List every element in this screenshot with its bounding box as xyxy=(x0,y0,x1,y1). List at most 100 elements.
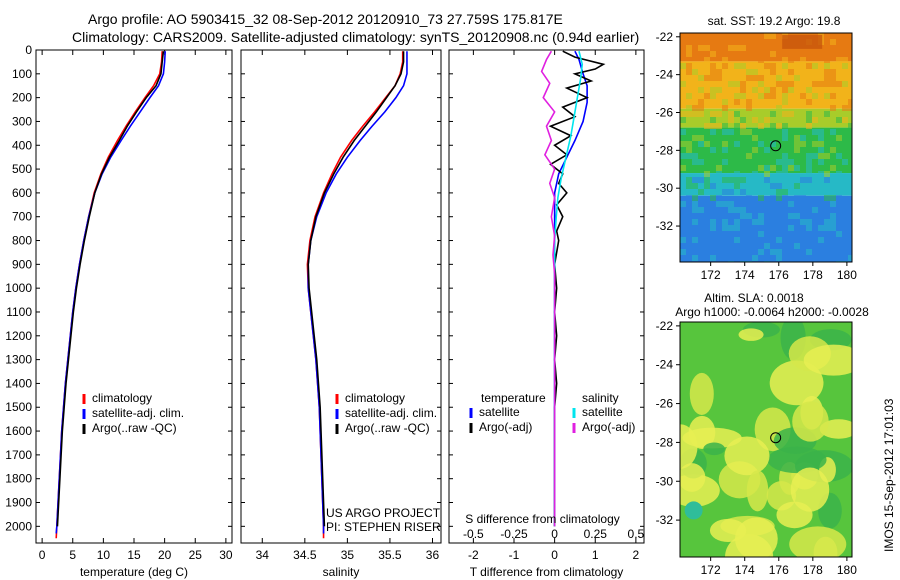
sst-cell xyxy=(758,195,764,201)
sst-cell xyxy=(710,39,716,45)
sst-cell xyxy=(806,201,812,207)
sst-cell xyxy=(836,231,842,237)
sst-cell xyxy=(788,213,794,219)
sla-blob xyxy=(734,517,778,557)
sst-cell xyxy=(758,243,764,249)
sst-cell xyxy=(734,93,740,99)
sst-cell xyxy=(830,93,836,99)
sst-cell xyxy=(728,225,734,231)
sst-cell xyxy=(818,159,824,165)
sst-cell xyxy=(824,219,830,225)
sst-cell xyxy=(728,189,734,195)
difference-xlabel: T difference from climatology xyxy=(470,565,624,579)
series-line-argoadj xyxy=(540,50,556,527)
sst-cell xyxy=(740,189,746,195)
y-tick-label: 100 xyxy=(12,67,32,81)
sst-cell xyxy=(686,213,692,219)
sst-cell xyxy=(746,225,752,231)
sst-cell xyxy=(818,237,824,243)
sst-cell xyxy=(836,81,842,87)
salinity-panel: 34 34.5 35 35.5 36 salinity climatologysatelli… xyxy=(240,49,442,579)
sst-cell xyxy=(800,195,806,201)
sst-cell xyxy=(764,33,770,39)
sst-cell xyxy=(740,237,746,243)
sst-cell xyxy=(698,213,704,219)
sla-blob xyxy=(803,344,852,376)
y-tick-label: 1000 xyxy=(5,281,32,295)
sst-cell xyxy=(716,171,722,177)
sst-cell xyxy=(734,225,740,231)
sst-cell xyxy=(806,165,812,171)
sst-cell xyxy=(710,75,716,81)
sst-cell xyxy=(734,237,740,243)
y-tick-label: 500 xyxy=(12,162,32,176)
sst-cell xyxy=(830,201,836,207)
sst-cell xyxy=(818,129,824,135)
sst-cell xyxy=(806,153,812,159)
sst-cell xyxy=(740,81,746,87)
sst-cell xyxy=(698,237,704,243)
sst-cell xyxy=(758,81,764,87)
sst-map-panel: 172 174 176 178 180 -22 -24 -26 -28 -30 -32 xyxy=(656,30,858,282)
y-tick-label: -24 xyxy=(656,358,674,372)
sst-cell xyxy=(710,219,716,225)
sla-map-panel: 172 174 176 178 180 -22 -24 -26 -28 -30 -32 xyxy=(656,319,858,577)
sst-cell xyxy=(776,81,782,87)
sst-title: sat. SST: 19.2 Argo: 19.8 xyxy=(708,14,841,28)
sst-cell xyxy=(794,147,800,153)
sst-cell xyxy=(710,255,716,261)
sst-cell xyxy=(794,141,800,147)
sst-cell xyxy=(788,57,794,63)
s-tick-label: -0.5 xyxy=(463,527,484,541)
sst-cell xyxy=(788,81,794,87)
sst-cell xyxy=(704,51,710,57)
sst-cell xyxy=(710,147,716,153)
x-tick-label: 174 xyxy=(735,268,755,282)
sst-cell xyxy=(722,129,728,135)
sst-cell xyxy=(686,51,692,57)
sst-cell xyxy=(824,195,830,201)
sst-cell xyxy=(752,171,758,177)
sst-cell xyxy=(752,135,758,141)
sst-cell xyxy=(842,117,848,123)
y-tick-label: -22 xyxy=(656,319,674,333)
sst-cell xyxy=(800,141,806,147)
sst-cell xyxy=(848,105,852,111)
y-tick-label: -28 xyxy=(656,435,674,449)
sst-cell xyxy=(788,159,794,165)
sst-cell xyxy=(740,45,746,51)
sst-cell xyxy=(692,207,698,213)
x-tick-label: 0 xyxy=(551,548,558,562)
sst-cell xyxy=(698,75,704,81)
sst-cell xyxy=(764,117,770,123)
sst-cell xyxy=(716,249,722,255)
legend-header-temperature: temperature xyxy=(481,391,546,405)
sst-cell xyxy=(830,219,836,225)
y-tick-label: 1700 xyxy=(5,448,32,462)
sst-cell xyxy=(770,183,776,189)
y-tick-label: -26 xyxy=(656,397,674,411)
sst-cell xyxy=(686,45,692,51)
sst-warm-patch xyxy=(782,34,823,49)
sst-cell xyxy=(800,177,806,183)
sla-blob xyxy=(738,328,764,341)
sst-cell xyxy=(788,87,794,93)
sst-cell xyxy=(842,63,848,69)
sst-cell xyxy=(728,231,734,237)
sst-cell xyxy=(740,117,746,123)
sst-cell xyxy=(716,51,722,57)
sst-cell xyxy=(776,189,782,195)
sst-cell xyxy=(698,255,704,261)
sst-cell xyxy=(692,201,698,207)
sst-cell xyxy=(770,63,776,69)
legend-label: climatology xyxy=(345,391,405,405)
sst-cell xyxy=(710,225,716,231)
sst-cell xyxy=(698,87,704,93)
sst-cell xyxy=(776,237,782,243)
sla-blob xyxy=(689,372,714,415)
sst-cell xyxy=(686,147,692,153)
sst-cell xyxy=(728,117,734,123)
legend-label: Argo(..raw -QC) xyxy=(92,421,177,435)
sst-cell xyxy=(728,207,734,213)
